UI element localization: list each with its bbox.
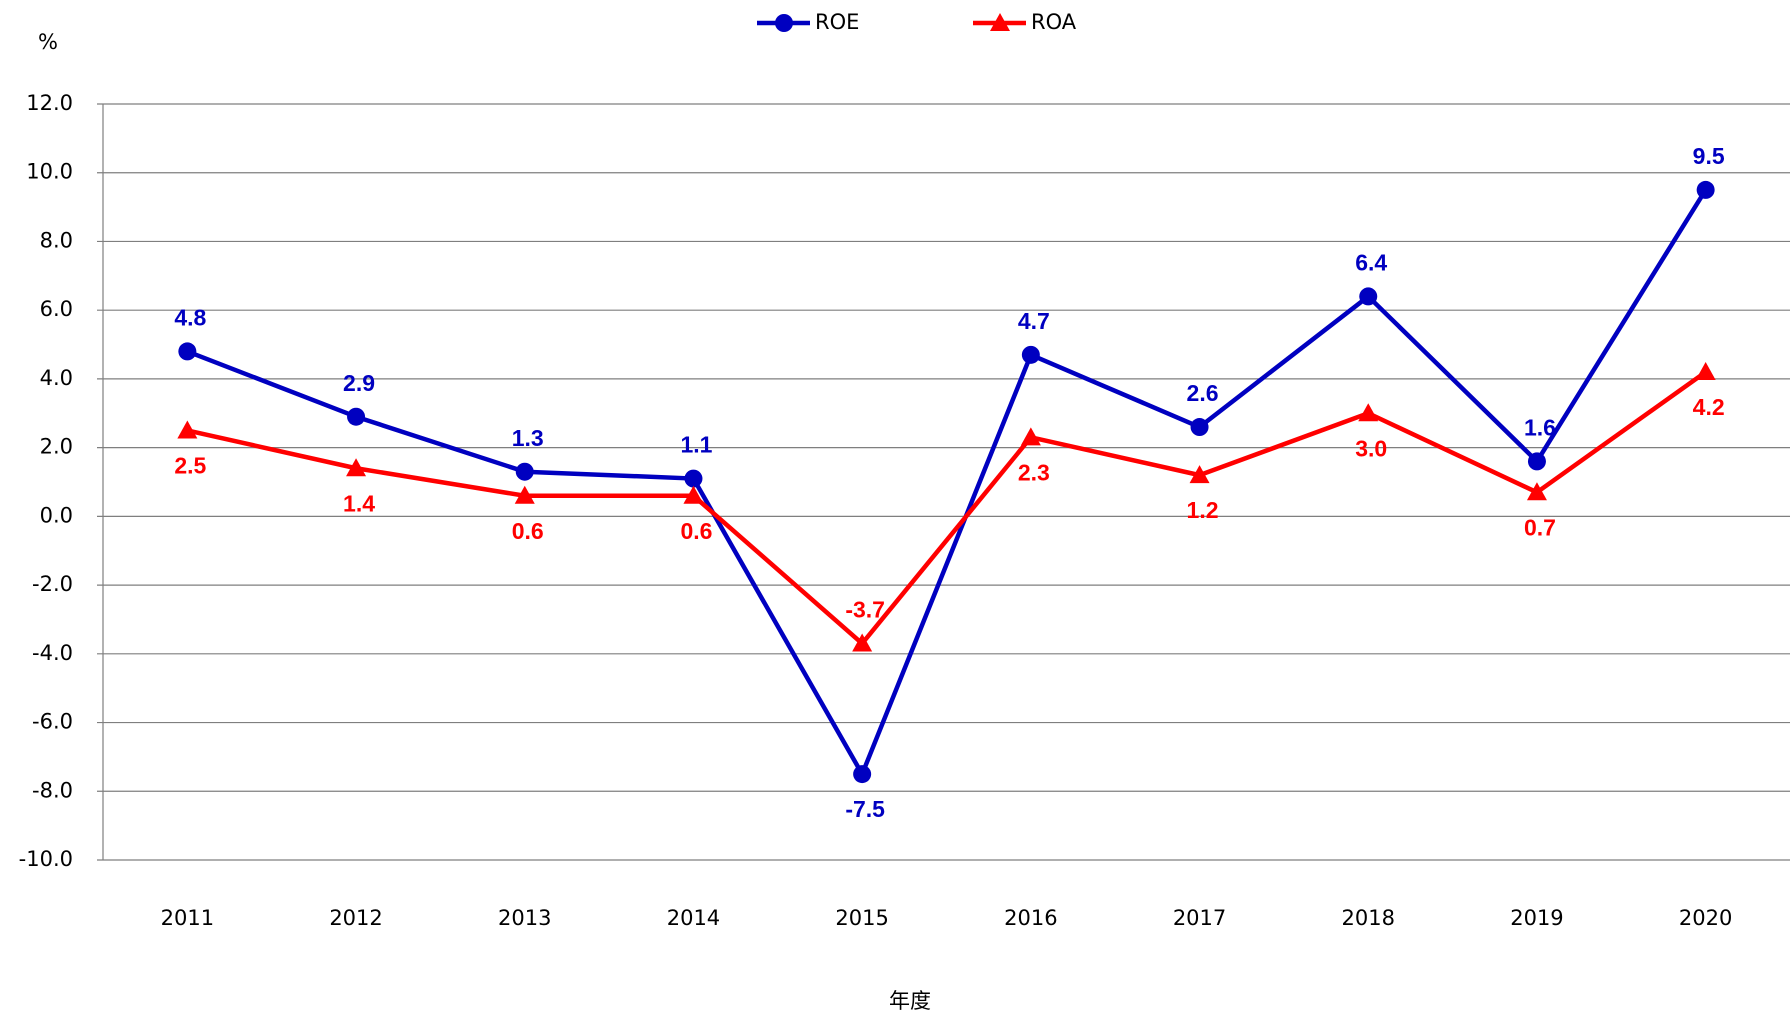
data-label: 2.9 [343, 370, 375, 396]
marker [1359, 287, 1378, 306]
y-tick-label: -10.0 [19, 847, 73, 871]
legend-marker [990, 13, 1010, 31]
data-label: 1.3 [512, 425, 544, 451]
y-tick-label: 4.0 [40, 366, 73, 390]
data-label: -3.7 [845, 597, 885, 623]
marker [1190, 418, 1209, 437]
series-line [186, 188, 1708, 777]
marker [347, 407, 366, 426]
data-label: 6.4 [1355, 250, 1387, 276]
data-label: 0.6 [680, 518, 712, 544]
marker [684, 469, 703, 488]
y-tick-label: 8.0 [40, 228, 73, 252]
data-label: 1.2 [1187, 497, 1219, 523]
marker [1695, 362, 1716, 381]
legend-marker [775, 14, 793, 32]
marker [178, 342, 197, 361]
x-tick-label: 2014 [667, 906, 720, 930]
data-label: 4.8 [174, 304, 206, 330]
x-tick-label: 2012 [329, 906, 382, 930]
x-axis-label: 年度 [889, 989, 931, 1013]
data-label: 2.3 [1018, 459, 1050, 485]
data-label: -7.5 [845, 796, 885, 822]
marker [1526, 482, 1547, 501]
y-tick-label: 2.0 [40, 435, 73, 459]
legend-label: ROA [1031, 10, 1077, 34]
y-tick-label: -6.0 [32, 710, 73, 734]
marker [1358, 403, 1379, 422]
data-label: 0.7 [1524, 514, 1556, 540]
marker [1020, 427, 1041, 446]
marker [515, 462, 534, 481]
data-label: 4.2 [1693, 394, 1725, 420]
y-tick-label: -8.0 [32, 778, 73, 802]
data-label: 3.0 [1355, 435, 1387, 461]
data-label: 2.5 [174, 453, 206, 479]
x-tick-label: 2020 [1679, 906, 1732, 930]
x-tick-label: 2015 [835, 906, 888, 930]
y-tick-label: -2.0 [32, 572, 73, 596]
y-tick-label: 12.0 [26, 91, 73, 115]
x-tick-label: 2017 [1173, 906, 1226, 930]
data-label: 1.6 [1524, 414, 1556, 440]
marker [1527, 452, 1546, 471]
marker [1021, 345, 1040, 364]
marker [1696, 180, 1715, 199]
data-label: 1.1 [680, 432, 712, 458]
marker [853, 765, 872, 784]
data-label: 1.4 [343, 490, 375, 516]
series-line [186, 370, 1707, 646]
data-label: 4.7 [1018, 308, 1050, 334]
y-tick-label: 0.0 [40, 503, 73, 527]
marker [346, 458, 367, 477]
data-label: 9.5 [1693, 143, 1725, 169]
marker [177, 420, 198, 439]
x-tick-label: 2019 [1510, 906, 1563, 930]
marker [852, 633, 873, 652]
y-axis-label: % [38, 30, 58, 54]
x-tick-label: 2016 [1004, 906, 1057, 930]
x-tick-label: 2018 [1342, 906, 1395, 930]
legend-label: ROE [815, 10, 859, 34]
marker [1189, 465, 1210, 484]
marker [683, 485, 704, 504]
x-tick-label: 2013 [498, 906, 551, 930]
x-tick-label: 2011 [161, 906, 214, 930]
marker [514, 485, 535, 504]
y-tick-label: 6.0 [40, 297, 73, 321]
data-label: 0.6 [512, 518, 544, 544]
y-tick-label: 10.0 [26, 160, 73, 184]
y-tick-label: -4.0 [32, 641, 73, 665]
data-label: 2.6 [1187, 380, 1219, 406]
